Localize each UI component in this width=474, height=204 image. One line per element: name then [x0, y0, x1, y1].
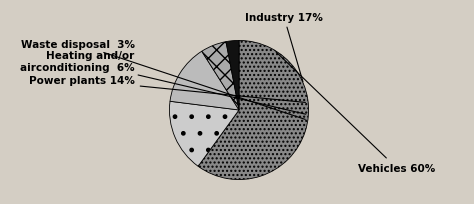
- Text: Industry 17%: Industry 17%: [245, 13, 323, 82]
- Wedge shape: [170, 52, 239, 110]
- Wedge shape: [170, 102, 239, 166]
- Text: Power plants 14%: Power plants 14%: [29, 76, 305, 103]
- Wedge shape: [198, 41, 309, 180]
- Text: Waste disposal  3%: Waste disposal 3%: [21, 40, 305, 120]
- Text: Vehicles 60%: Vehicles 60%: [276, 52, 435, 173]
- Text: Heating and/or
airconditioning  6%: Heating and/or airconditioning 6%: [20, 51, 306, 115]
- Wedge shape: [202, 42, 239, 110]
- Wedge shape: [226, 41, 239, 110]
